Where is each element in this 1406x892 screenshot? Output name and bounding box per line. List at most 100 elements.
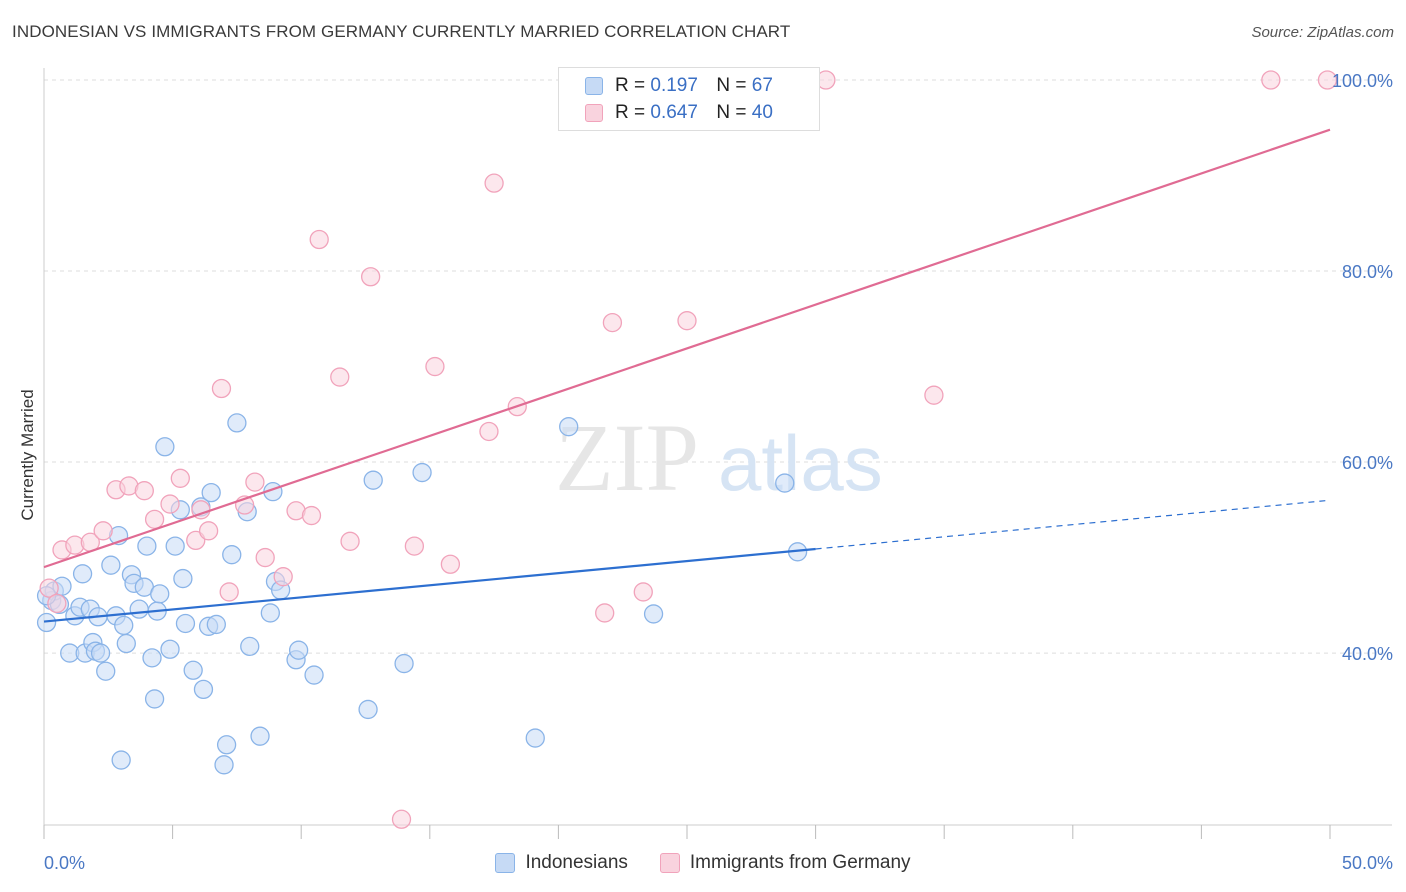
trend-line-germany bbox=[43, 128, 1331, 569]
point-germany bbox=[134, 481, 154, 501]
legend-row-germany: R = 0.647 N = 40 bbox=[585, 100, 773, 126]
point-indonesians bbox=[559, 417, 579, 437]
trend-line-indonesians bbox=[43, 547, 816, 623]
watermark: ZIP atlas bbox=[555, 404, 883, 511]
point-indonesians bbox=[72, 564, 93, 584]
point-indonesians bbox=[96, 661, 116, 681]
point-indonesians bbox=[412, 462, 432, 483]
point-indonesians bbox=[142, 648, 162, 668]
point-germany bbox=[479, 421, 499, 442]
trend-lines bbox=[43, 128, 1331, 623]
point-indonesians bbox=[90, 643, 111, 663]
y-tick-label: 100.0% bbox=[1332, 71, 1393, 91]
watermark-atlas: atlas bbox=[718, 419, 883, 507]
point-germany bbox=[273, 567, 293, 587]
point-indonesians bbox=[775, 473, 795, 493]
legend-n-label: N = bbox=[716, 102, 747, 123]
legend-r-value: 0.197 bbox=[650, 75, 698, 96]
point-indonesians bbox=[240, 636, 260, 657]
point-indonesians bbox=[144, 689, 165, 709]
point-germany bbox=[198, 521, 219, 541]
axes bbox=[43, 68, 1392, 839]
stats-legend: R = 0.197 N = 67 R = 0.647 N = 40 bbox=[558, 67, 820, 131]
point-indonesians bbox=[173, 568, 193, 589]
point-germany bbox=[1317, 70, 1338, 90]
point-indonesians bbox=[165, 536, 185, 556]
point-indonesians bbox=[160, 639, 180, 659]
legend-label: Immigrants from Germany bbox=[689, 852, 911, 873]
point-indonesians bbox=[114, 615, 134, 636]
point-indonesians bbox=[183, 660, 203, 680]
point-germany bbox=[301, 505, 322, 526]
watermark-zip: ZIP bbox=[555, 404, 699, 511]
x-tick-label: 50.0% bbox=[1342, 853, 1393, 873]
point-germany bbox=[309, 229, 329, 250]
trend-line-indonesians-extension bbox=[815, 499, 1331, 550]
point-indonesians bbox=[206, 614, 226, 635]
point-germany bbox=[1261, 70, 1281, 90]
point-indonesians bbox=[150, 584, 170, 604]
legend-n-label: N = bbox=[716, 75, 747, 96]
point-germany bbox=[47, 593, 67, 614]
legend-swatch-pink bbox=[585, 104, 603, 122]
chart-source: Source: ZipAtlas.com bbox=[1251, 24, 1394, 41]
point-indonesians bbox=[155, 437, 175, 457]
point-indonesians bbox=[36, 612, 57, 633]
point-indonesians bbox=[129, 599, 149, 619]
series-germany-points bbox=[39, 70, 1338, 829]
point-germany bbox=[255, 547, 275, 568]
legend-swatch-blue bbox=[585, 77, 603, 95]
point-indonesians bbox=[214, 755, 234, 775]
point-indonesians bbox=[260, 603, 280, 623]
point-indonesians bbox=[193, 679, 214, 700]
legend-n-value: 67 bbox=[751, 75, 773, 96]
point-germany bbox=[633, 582, 653, 602]
point-germany bbox=[677, 311, 697, 331]
point-indonesians bbox=[643, 604, 664, 624]
point-germany bbox=[330, 367, 350, 387]
legend-row-indonesians: R = 0.197 N = 67 bbox=[585, 73, 773, 99]
point-germany bbox=[484, 173, 504, 193]
point-germany bbox=[144, 509, 165, 530]
grid-lines bbox=[44, 79, 1392, 654]
point-germany bbox=[595, 603, 615, 623]
x-tick-label: 0.0% bbox=[44, 853, 85, 873]
point-indonesians bbox=[111, 750, 131, 770]
point-germany bbox=[219, 582, 239, 602]
y-tick-label: 80.0% bbox=[1342, 262, 1393, 282]
legend-n-value: 40 bbox=[751, 102, 773, 123]
point-indonesians bbox=[201, 482, 221, 503]
legend-item-germany: Immigrants from Germany bbox=[659, 852, 911, 874]
chart-title: INDONESIAN VS IMMIGRANTS FROM GERMANY CU… bbox=[12, 22, 791, 41]
point-germany bbox=[39, 578, 59, 598]
point-indonesians bbox=[222, 545, 242, 565]
point-germany bbox=[440, 554, 461, 574]
point-indonesians bbox=[304, 665, 324, 685]
point-germany bbox=[170, 468, 190, 488]
point-germany bbox=[360, 267, 381, 287]
point-indonesians bbox=[394, 653, 414, 674]
legend-label: Indonesians bbox=[525, 852, 628, 873]
point-indonesians bbox=[116, 633, 136, 654]
point-germany bbox=[186, 530, 206, 551]
point-indonesians bbox=[216, 735, 237, 755]
point-germany bbox=[425, 356, 445, 377]
point-indonesians bbox=[137, 536, 157, 556]
point-germany bbox=[391, 809, 412, 829]
legend-r-value: 0.647 bbox=[650, 102, 698, 123]
point-indonesians bbox=[363, 470, 383, 490]
point-indonesians bbox=[101, 555, 121, 575]
point-germany bbox=[404, 536, 425, 556]
legend-r-label: R = bbox=[615, 75, 646, 96]
point-germany bbox=[245, 472, 265, 492]
tick-labels: 40.0% 60.0% 80.0% 100.0% 0.0% 50.0% bbox=[44, 71, 1393, 873]
legend-r-label: R = bbox=[615, 102, 646, 123]
point-indonesians bbox=[525, 728, 545, 748]
point-indonesians bbox=[288, 640, 309, 660]
point-indonesians bbox=[358, 699, 378, 720]
y-tick-label: 40.0% bbox=[1342, 644, 1393, 664]
legend-item-indonesians: Indonesians bbox=[495, 852, 628, 874]
point-germany bbox=[211, 378, 232, 399]
point-germany bbox=[93, 521, 113, 541]
point-germany bbox=[340, 531, 360, 551]
